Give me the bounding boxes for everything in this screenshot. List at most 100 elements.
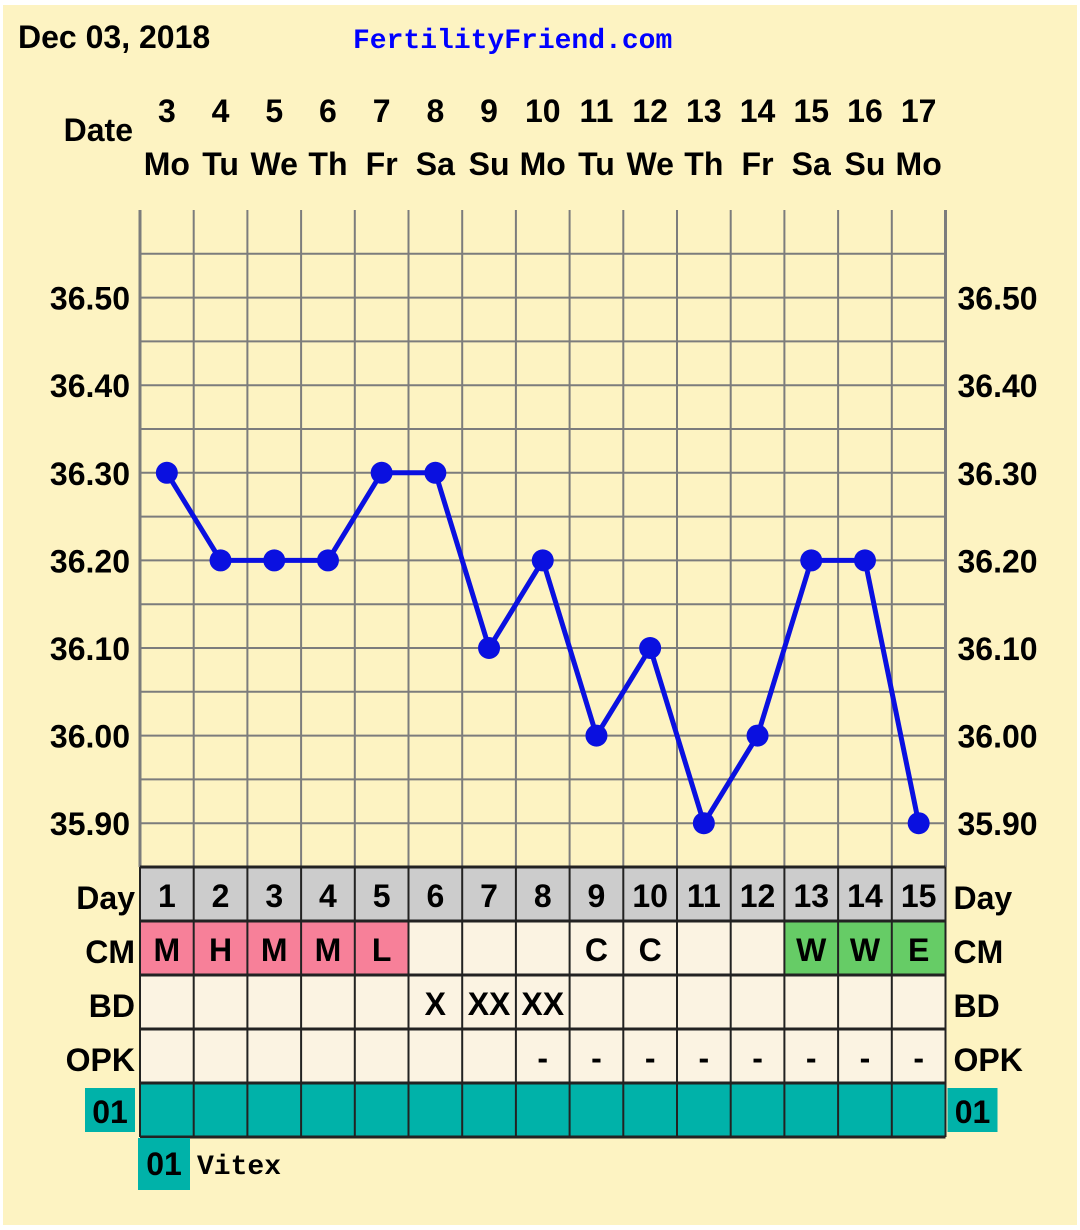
weekday-label: Fr xyxy=(366,146,398,182)
bd-cell xyxy=(247,975,302,1029)
date-label: Date xyxy=(64,112,133,148)
weekday-label: Th xyxy=(684,146,723,182)
bd-cell xyxy=(515,975,570,1029)
cm-cell xyxy=(623,921,677,975)
y-tick-label: 35.90 xyxy=(50,806,130,842)
day-cell xyxy=(354,867,409,921)
opk-cell xyxy=(462,1029,516,1083)
day-cell xyxy=(193,867,248,921)
custom-cell xyxy=(462,1083,516,1137)
weekday-label: Sa xyxy=(416,146,455,182)
cycle-day-number: 4 xyxy=(319,878,337,914)
y-tick-label: 36.50 xyxy=(50,281,130,317)
cycle-day-number: 3 xyxy=(265,878,283,914)
cm-value: W xyxy=(850,932,881,968)
cm-cell xyxy=(462,921,516,975)
cm-cell xyxy=(677,921,731,975)
row-label-right: Day xyxy=(954,880,1013,916)
y-tick-label: 36.10 xyxy=(50,631,130,667)
cycle-day-number: 9 xyxy=(588,878,606,914)
opk-cell xyxy=(301,1029,355,1083)
custom-cell xyxy=(730,1083,785,1137)
date-number: 16 xyxy=(847,93,883,129)
cm-value: C xyxy=(585,932,608,968)
custom-label-left-bg xyxy=(85,1088,135,1132)
day-cell xyxy=(730,867,785,921)
cycle-day-number: 8 xyxy=(534,878,552,914)
opk-value: - xyxy=(860,1040,871,1076)
cm-cell xyxy=(193,921,248,975)
day-cell xyxy=(677,867,731,921)
custom-cell xyxy=(301,1083,355,1137)
cycle-day-number: 14 xyxy=(847,878,883,914)
cycle-day-number: 6 xyxy=(426,878,444,914)
temperature-point xyxy=(424,461,447,484)
opk-value: - xyxy=(913,1040,924,1076)
opk-cell xyxy=(891,1029,946,1083)
weekday-label: Th xyxy=(308,146,347,182)
custom-cell xyxy=(140,1083,194,1137)
temperature-point xyxy=(316,549,339,572)
y-tick-label: 36.20 xyxy=(958,543,1038,579)
bd-cell xyxy=(623,975,677,1029)
bd-cell xyxy=(462,975,516,1029)
cycle-day-number: 15 xyxy=(901,878,937,914)
cycle-day-number: 2 xyxy=(212,878,230,914)
cycle-day-number: 13 xyxy=(793,878,829,914)
temperature-point xyxy=(585,724,608,747)
cm-cell xyxy=(354,921,409,975)
temperature-point xyxy=(478,637,501,659)
row-label-right: BD xyxy=(954,988,1000,1024)
custom-cell xyxy=(784,1083,839,1137)
day-cell xyxy=(247,867,302,921)
opk-cell xyxy=(784,1029,839,1083)
bd-cell xyxy=(784,975,839,1029)
date-number: 12 xyxy=(632,93,668,129)
y-tick-label: 36.50 xyxy=(958,281,1038,317)
cm-value: H xyxy=(209,932,232,968)
date-number: 10 xyxy=(525,93,561,129)
cm-cell xyxy=(569,921,624,975)
opk-cell xyxy=(677,1029,731,1083)
date-number: 7 xyxy=(373,93,391,129)
day-cell xyxy=(838,867,892,921)
opk-cell xyxy=(354,1029,409,1083)
y-tick-label: 36.40 xyxy=(50,368,130,404)
opk-value: - xyxy=(752,1040,763,1076)
cm-cell xyxy=(730,921,785,975)
temperature-point xyxy=(800,549,823,572)
cycle-day-number: 12 xyxy=(740,878,776,914)
cm-value: M xyxy=(261,932,288,968)
day-cell xyxy=(784,867,839,921)
cm-cell xyxy=(784,921,839,975)
cm-cell xyxy=(140,921,194,975)
cycle-day-number: 1 xyxy=(158,878,176,914)
bd-cell xyxy=(301,975,355,1029)
bd-value: X xyxy=(425,986,447,1022)
bd-cell xyxy=(730,975,785,1029)
y-axis-left: 36.50 36.40 36.30 36.20 36.10 36.00 35.90 xyxy=(50,281,130,843)
temperature-point xyxy=(263,549,286,572)
date-number: 4 xyxy=(212,93,230,129)
day-cell xyxy=(408,867,463,921)
weekday-label: Su xyxy=(845,146,886,182)
opk-value: - xyxy=(699,1040,710,1076)
temperature-point xyxy=(907,812,930,835)
opk-value: - xyxy=(537,1040,548,1076)
chart-svg: Dec 03, 2018 FertilityFriend.com Date 36… xyxy=(18,19,1038,1190)
opk-cell xyxy=(515,1029,570,1083)
date-header: 3 Mo 4 Tu 5 We 6 Th 7 Fr 8 Sa 9 Su 10 Mo 11 Tu 12 We 13 Th 14 F… xyxy=(144,93,942,182)
day-cell xyxy=(623,867,677,921)
cycle-day-number: 10 xyxy=(632,878,668,914)
cm-cell xyxy=(838,921,892,975)
opk-cell xyxy=(247,1029,302,1083)
bd-cell xyxy=(408,975,463,1029)
weekday-label: We xyxy=(626,146,673,182)
weekday-label: Sa xyxy=(792,146,831,182)
y-tick-label: 36.30 xyxy=(50,456,130,492)
bd-cell xyxy=(891,975,946,1029)
custom-cell xyxy=(623,1083,677,1137)
weekday-label: Fr xyxy=(742,146,774,182)
custom-label-right: 01 xyxy=(955,1094,991,1130)
weekday-label: Tu xyxy=(578,146,615,182)
